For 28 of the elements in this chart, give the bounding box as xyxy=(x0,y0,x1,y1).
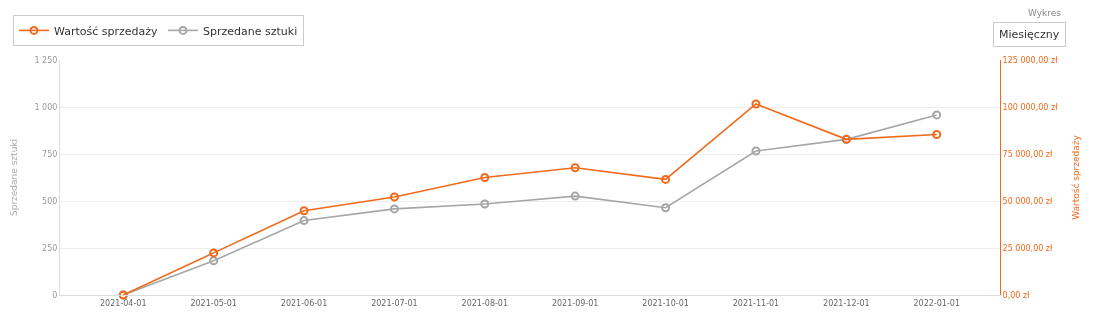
legend-label: Sprzedane sztuki xyxy=(203,24,298,38)
x-tick-label: 2022-01-01 xyxy=(913,298,960,308)
x-tick-label: 2021-10-01 xyxy=(642,298,689,308)
y2-tick-label: 50 000,00 zł xyxy=(1002,196,1054,206)
y-axis-title: Sprzedane sztuki xyxy=(8,138,19,217)
y-tick-label: 1 000 xyxy=(34,102,58,112)
y-tick-label: 1 250 xyxy=(34,55,58,65)
x-tick-label: 2021-05-01 xyxy=(190,298,237,308)
y2-axis-title: Wartość sprzedaży xyxy=(1070,134,1081,220)
y2-tick-label: 75 000,00 zł xyxy=(1002,149,1054,159)
legend-label: Wartość sprzedaży xyxy=(54,24,159,38)
x-tick-label: 2021-11-01 xyxy=(732,298,780,308)
text: Wykres xyxy=(1028,8,1062,18)
y-tick-label: 500 xyxy=(42,196,58,206)
y-tick-label: 250 xyxy=(42,243,58,253)
x-tick-label: 2021-06-01 xyxy=(280,298,328,308)
y2-tick-label: 100 000,00 zł xyxy=(1002,102,1059,112)
text: Miesięczny xyxy=(999,28,1060,41)
x-tick-label: 2021-04-01 xyxy=(100,298,147,308)
x-tick-label: 2021-09-01 xyxy=(551,298,599,308)
y-tick-label: 0 xyxy=(52,290,58,300)
y2-tick-label: 125 000,00 zł xyxy=(1002,55,1059,65)
y2-tick-label: 0,00 zł xyxy=(1002,290,1031,300)
x-tick-label: 2021-12-01 xyxy=(823,298,870,308)
x-tick-label: 2021-08-01 xyxy=(461,298,509,308)
x-tick-label: 2021-07-01 xyxy=(371,298,418,308)
y-tick-label: 750 xyxy=(42,149,58,159)
y2-tick-label: 25 000,00 zł xyxy=(1002,243,1054,253)
